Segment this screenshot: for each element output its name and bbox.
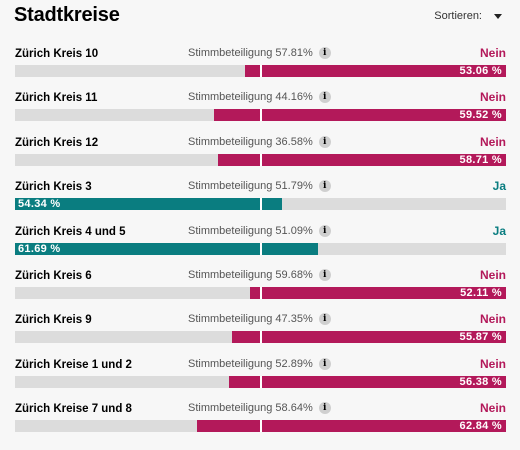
info-icon[interactable]: i [318, 135, 331, 148]
result-bar: 62.84 % [15, 420, 506, 433]
result-label: Nein [479, 312, 506, 327]
result-bar-fill [229, 375, 506, 388]
result-percent: 59.52 % [459, 109, 502, 122]
chevron-down-icon [494, 13, 502, 19]
district-name: Zürich Kreis 4 und 5 [15, 225, 126, 238]
turnout: Stimmbeteiligung 57.81% i [188, 47, 331, 59]
result-bar-fill [231, 331, 506, 344]
result-bar-fill [197, 420, 506, 433]
result-bar-fill [213, 109, 506, 122]
turnout: Stimmbeteiligung 36.58% i [188, 135, 331, 148]
info-icon[interactable]: i [318, 313, 331, 326]
result-bar: 53.06 % [15, 65, 506, 77]
district-row: Zürich Kreis 6 Stimmbeteiligung 59.68% i … [0, 258, 520, 302]
majority-marker [260, 242, 262, 255]
turnout: Stimmbeteiligung 58.64% i [188, 402, 331, 415]
turnout: Stimmbeteiligung 47.35% i [188, 313, 331, 326]
result-label: Ja [492, 223, 506, 238]
result-label: Nein [479, 46, 506, 60]
turnout: Stimmbeteiligung 51.09% i [188, 224, 331, 237]
result-bar-fill [245, 65, 506, 77]
result-percent: 52.11 % [460, 286, 502, 299]
district-name: Zürich Kreis 6 [15, 269, 92, 282]
result-percent: 53.06 % [459, 65, 502, 77]
district-name: Zürich Kreis 10 [15, 48, 99, 60]
turnout: Stimmbeteiligung 59.68% i [188, 268, 331, 281]
result-label: Ja [492, 179, 506, 194]
majority-marker [260, 65, 262, 77]
district-row: Zürich Kreise 1 und 2 Stimmbeteiligung 5… [0, 347, 520, 391]
turnout: Stimmbeteiligung 52.89% i [188, 357, 331, 370]
turnout-text: Stimmbeteiligung 51.79% [188, 180, 313, 193]
district-row: Zürich Kreis 4 und 5 Stimmbeteiligung 51… [0, 214, 520, 258]
district-name: Zürich Kreis 11 [15, 92, 98, 105]
district-row: Zürich Kreise 7 und 8 Stimmbeteiligung 5… [0, 391, 520, 435]
result-bar: 55.87 % [15, 331, 506, 344]
majority-marker [260, 331, 262, 344]
district-row: Zürich Kreis 11 Stimmbeteiligung 44.16% i… [0, 80, 520, 124]
district-name: Zürich Kreis 9 [15, 314, 92, 327]
result-bar: 52.11 % [15, 286, 506, 299]
district-row: Zürich Kreis 12 Stimmbeteiligung 36.58% i… [0, 125, 520, 169]
info-icon[interactable]: i [318, 357, 331, 370]
turnout-text: Stimmbeteiligung 44.16% [188, 91, 313, 104]
result-bar-fill [15, 198, 282, 211]
result-bar: 54.34 % [15, 198, 506, 211]
result-label: Nein [479, 134, 506, 149]
result-percent: 56.38 % [459, 375, 502, 388]
result-bar-fill [217, 153, 506, 166]
result-percent: 55.87 % [459, 331, 502, 344]
result-bar: 61.69 % [15, 242, 506, 255]
result-percent: 61.69 % [18, 242, 61, 255]
majority-marker [260, 109, 262, 122]
majority-marker [260, 198, 262, 211]
turnout-text: Stimmbeteiligung 58.64% [188, 402, 313, 415]
result-label: Nein [479, 401, 506, 416]
district-row: Zürich Kreis 9 Stimmbeteiligung 47.35% i … [0, 302, 520, 346]
page-title: Stadtkreise [14, 4, 120, 26]
info-icon[interactable]: i [318, 402, 331, 415]
turnout-text: Stimmbeteiligung 59.68% [188, 268, 313, 281]
turnout-text: Stimmbeteiligung 36.58% [188, 135, 313, 148]
info-icon[interactable]: i [318, 268, 331, 281]
district-row: Zürich Kreis 10 Stimmbeteiligung 57.81% i… [0, 36, 520, 80]
result-bar-fill [15, 242, 318, 255]
info-icon[interactable]: i [318, 224, 331, 237]
majority-marker [260, 420, 262, 433]
result-label: Nein [479, 356, 506, 371]
turnout-text: Stimmbeteiligung 52.89% [188, 357, 313, 370]
turnout-text: Stimmbeteiligung 47.35% [188, 313, 313, 326]
district-row: Zürich Kreis 3 Stimmbeteiligung 51.79% i … [0, 169, 520, 213]
result-label: Nein [479, 90, 506, 105]
majority-marker [260, 375, 262, 388]
result-bar-fill [250, 286, 506, 299]
header: Stadtkreise Sortieren: [0, 0, 520, 36]
turnout-text: Stimmbeteiligung 57.81% [188, 47, 313, 59]
district-name: Zürich Kreis 3 [15, 181, 92, 194]
info-icon[interactable]: i [318, 47, 331, 59]
district-name: Zürich Kreis 12 [15, 136, 99, 149]
result-percent: 62.84 % [459, 420, 502, 433]
turnout: Stimmbeteiligung 51.79% i [188, 180, 331, 193]
majority-marker [260, 153, 262, 166]
turnout: Stimmbeteiligung 44.16% i [188, 91, 331, 104]
result-percent: 58.71 % [459, 153, 502, 166]
turnout-text: Stimmbeteiligung 51.09% [188, 224, 313, 237]
info-icon[interactable]: i [318, 91, 331, 104]
district-name: Zürich Kreise 1 und 2 [15, 358, 132, 371]
result-bar: 58.71 % [15, 153, 506, 166]
result-bar: 59.52 % [15, 109, 506, 122]
district-list: Zürich Kreis 10 Stimmbeteiligung 57.81% i… [0, 36, 520, 436]
district-name: Zürich Kreise 7 und 8 [15, 403, 132, 416]
result-bar: 56.38 % [15, 375, 506, 388]
info-icon[interactable]: i [318, 180, 331, 193]
result-percent: 54.34 % [18, 198, 61, 211]
majority-marker [260, 286, 262, 299]
sort-label: Sortieren: [434, 10, 482, 22]
result-label: Nein [479, 267, 506, 282]
sort-dropdown[interactable]: Sortieren: [434, 10, 502, 22]
